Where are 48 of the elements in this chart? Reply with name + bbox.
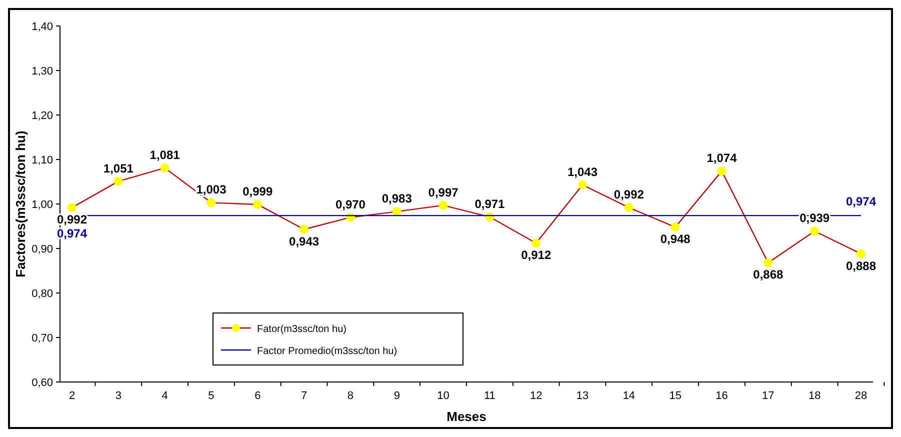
data-label: 0,983	[382, 192, 412, 206]
data-label: 0,971	[474, 196, 506, 211]
data-label: 0,912	[521, 248, 552, 262]
data-label: 0,868	[753, 268, 784, 282]
y-tick-label: 0,60	[32, 377, 53, 389]
x-tick-label: 6	[254, 390, 261, 402]
x-tick-label: 5	[208, 390, 214, 402]
x-tick-label: 10	[437, 390, 450, 402]
x-tick-label: 28	[854, 390, 868, 402]
x-tick-label: 12	[530, 390, 542, 402]
data-label: 0,948	[660, 232, 691, 246]
data-label: 1,051	[103, 161, 134, 176]
y-tick-label: 1,30	[32, 66, 53, 78]
y-tick-label: 1,10	[32, 154, 53, 166]
y-tick-label: 1,20	[32, 110, 53, 122]
data-label: 1,074	[706, 151, 738, 166]
data-label: 0,999	[242, 184, 273, 198]
data-label: 1,081	[150, 148, 180, 162]
x-tick-label: 15	[669, 390, 682, 402]
y-tick-label: 1,00	[32, 199, 53, 211]
data-label: 0,943	[289, 234, 320, 248]
x-axis-title: Meses	[446, 409, 486, 424]
legend-label: Fator(m3ssc/ton hu)	[257, 324, 346, 335]
x-tick-label: 8	[347, 390, 354, 402]
x-tick-label: 4	[162, 390, 168, 402]
x-tick-label: 17	[762, 390, 774, 402]
y-tick-label: 0,90	[32, 244, 53, 256]
x-tick-label: 14	[622, 390, 636, 402]
data-label: 0,888	[846, 258, 876, 273]
data-label: 0,970	[335, 197, 366, 212]
data-label: 1,003	[196, 182, 227, 197]
data-label: 0,992	[614, 188, 644, 202]
x-tick-label: 11	[484, 390, 496, 402]
legend-label: Factor Promedio(m3ssc/ton hu)	[257, 346, 398, 357]
y-tick-label: 0,70	[32, 332, 53, 344]
x-tick-label: 9	[394, 390, 400, 402]
x-tick-label: 18	[808, 390, 821, 402]
data-label: 0,997	[428, 185, 459, 200]
x-tick-label: 3	[115, 390, 122, 402]
y-axis-title: Factores(m3ssc/ton hu)	[13, 130, 28, 278]
y-tick-label: 1,40	[32, 21, 53, 33]
x-tick-label: 7	[300, 390, 308, 402]
y-tick-label: 0,80	[32, 288, 53, 300]
x-tick-label: 2	[68, 390, 76, 402]
x-tick-label: 16	[716, 390, 728, 402]
x-tick-label: 13	[576, 390, 589, 402]
data-label: 0,974	[846, 194, 876, 209]
data-label: 1,043	[568, 164, 598, 179]
